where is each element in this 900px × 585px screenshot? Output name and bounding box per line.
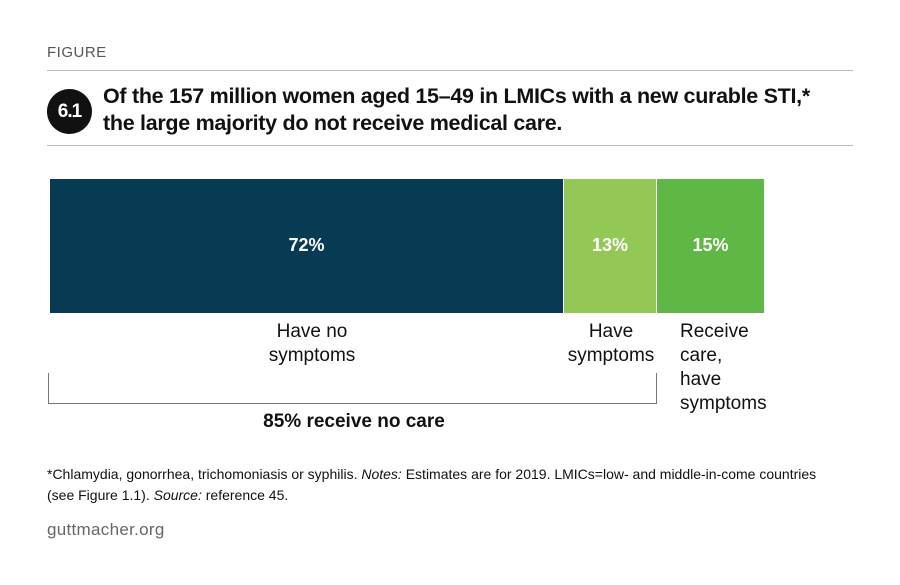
figure-label: FIGURE [47,44,107,61]
segment-label-have-symptoms: Have symptoms [557,320,665,368]
bracket-label: 85% receive no care [263,411,445,432]
footnote: *Chlamydia, gonorrhea, trichomoniasis or… [47,464,847,506]
chart-title: Of the 157 million women aged 15–49 in L… [103,84,810,135]
bar-value-label: 15% [692,234,729,255]
source-text: reference 45. [201,487,289,503]
brand-url: guttmacher.org [47,520,165,539]
bar-value-label: 72% [288,234,325,255]
segment-label-line: have [680,369,722,390]
title-divider [47,145,853,146]
segment-label-line: care, [680,345,723,366]
notes-text: Estimates are for 2019. LMICs=low- and m… [47,466,817,503]
segment-label-line: symptoms [268,345,356,366]
segment-label-line: Have no [276,321,348,342]
top-divider [47,70,853,71]
segment-label-line: Have [588,321,634,342]
notes-label: Notes: [361,466,402,482]
segment-label-line: symptoms [680,393,767,414]
bar-segment-receive-care: 15% [657,179,764,313]
bar-segment-have-symptoms: 13% [564,179,656,313]
bar-segment-have-no-symptoms: 72% [50,179,563,313]
segment-label-line: symptoms [567,345,655,366]
source-label: Source: [153,487,202,503]
bar-value-label: 13% [591,234,629,255]
figure-number-badge: 6.1 [47,89,92,134]
no-care-bracket [48,373,657,404]
segment-label-have-no-symptoms: Have no symptoms [262,320,362,368]
footnote-text: *Chlamydia, gonorrhea, trichomoniasis or… [47,466,362,482]
segment-label-line: Receive [680,321,749,342]
segment-label-receive-care: Receive care, have symptoms [680,320,790,416]
